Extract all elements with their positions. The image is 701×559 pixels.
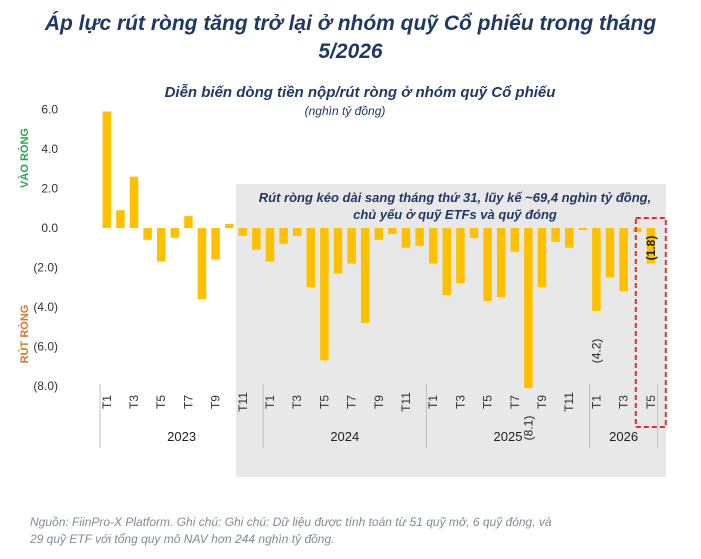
bar-chart: 6.04.02.00.0(2.0)(4.0)(6.0)(8.0) T1 T3 T5 T…	[33, 103, 667, 477]
page-title: Áp lực rút ròng tăng trở lại ở nhóm quỹ …	[0, 10, 701, 66]
y-tick-label: (4.0)	[33, 300, 58, 314]
bar	[238, 228, 248, 236]
x-tick-label: T5	[154, 395, 168, 409]
bar	[279, 228, 288, 244]
bar	[292, 228, 302, 236]
bar	[564, 228, 574, 248]
x-tick-label: T3	[290, 395, 304, 409]
x-tick-label: T5	[644, 395, 658, 409]
chart-title: Diễn biến dòng tiền nộp/rút ròng ở nhóm …	[164, 84, 556, 101]
bar	[102, 111, 112, 228]
bar	[401, 228, 411, 248]
x-tick-label: T9	[535, 395, 549, 409]
bar	[442, 228, 452, 296]
footer-note: Nguồn: FiinPro-X Platform. Ghi chú: Ghi …	[30, 514, 670, 548]
x-tick-label: T9	[209, 395, 223, 409]
x-tick-label: T5	[481, 395, 495, 409]
bar	[197, 228, 207, 300]
y-tick-label: 2.0	[41, 182, 58, 196]
annotation-line-1: Rút ròng kéo dài sang tháng thứ 31, lũy …	[259, 190, 651, 205]
y-tick-label: 6.0	[41, 103, 58, 117]
data-label: (8.1)	[521, 416, 535, 441]
annotation-line-2: chủ yếu ở quỹ ETFs và quỹ đóng	[353, 207, 557, 222]
footer-line-1: Nguồn: FiinPro-X Platform. Ghi chú: Ghi …	[30, 515, 552, 529]
bar	[646, 228, 656, 264]
x-tick-label: T7	[181, 395, 195, 409]
bar	[469, 228, 479, 238]
x-tick-label: T11	[562, 392, 576, 412]
year-label: 2025	[494, 429, 523, 444]
data-label: (1.8)	[644, 236, 658, 261]
bar	[428, 228, 438, 264]
bar	[211, 228, 220, 260]
x-tick-label: T1	[426, 395, 440, 409]
bar	[170, 228, 180, 238]
bar	[388, 228, 397, 234]
x-tick-label: T9	[372, 395, 386, 409]
y-tick-label: (6.0)	[33, 340, 58, 354]
x-tick-label: T3	[127, 395, 141, 409]
bar	[116, 210, 125, 228]
bar	[360, 228, 370, 323]
bar	[605, 228, 615, 278]
bar	[524, 228, 533, 388]
bar	[496, 228, 506, 298]
bar	[333, 228, 343, 274]
x-tick-label: T11	[399, 392, 413, 412]
bar	[632, 228, 642, 232]
data-labels: (8.1) (4.2) (1.8)	[521, 236, 657, 441]
bars-group	[102, 111, 656, 388]
bar	[184, 216, 193, 228]
y-tick-label: 0.0	[41, 221, 58, 235]
x-tick-label: T3	[453, 395, 467, 409]
bar	[374, 228, 384, 240]
title-line-1: Áp lực rút ròng tăng trở lại ở nhóm quỹ …	[44, 12, 657, 35]
bar	[143, 228, 152, 240]
data-label: (4.2)	[589, 339, 603, 364]
bar	[510, 228, 520, 252]
bar	[320, 228, 329, 361]
y-axis: 6.0 4.0 2.0 0.0 (2.0) (4.0) (6.0) (8.0)	[33, 103, 58, 394]
footer-line-2: 29 quỹ ETF với tổng quy mô NAV hơn 244 n…	[30, 532, 335, 546]
y-tick-label: (8.0)	[33, 379, 58, 393]
bar	[129, 176, 139, 228]
bar	[306, 228, 316, 288]
x-tick-label: T3	[617, 395, 631, 409]
x-tick-label: T5	[317, 395, 331, 409]
bar	[537, 228, 547, 288]
y-tick-label: (2.0)	[33, 261, 58, 275]
y-tick-label: 4.0	[41, 142, 58, 156]
x-tick-label: T1	[263, 395, 277, 409]
year-label: 2024	[330, 429, 359, 444]
bar	[578, 228, 588, 230]
bar	[415, 228, 424, 246]
bar	[551, 228, 560, 242]
x-tick-label: T1	[100, 395, 114, 409]
x-tick-label: T1	[589, 395, 603, 409]
x-tick-label: T7	[508, 395, 522, 409]
x-tick-label: T11	[236, 392, 250, 412]
title-line-2: 5/2026	[318, 40, 383, 63]
bar	[347, 228, 356, 264]
bar	[456, 228, 465, 284]
bar	[265, 228, 275, 262]
shaded-period-background	[236, 184, 666, 477]
year-label: 2026	[609, 429, 638, 444]
bar	[252, 228, 261, 250]
year-label: 2023	[167, 429, 196, 444]
x-tick-label: T7	[345, 395, 359, 409]
chart-unit: (nghìn tỷ đồng)	[304, 104, 386, 118]
bar	[224, 224, 234, 228]
bar	[619, 228, 628, 292]
x-axis: T1 T3 T5 T7 T9 T11 T1 T3 T5 T7 T9 T11 T1 T3 T5 T7 T9 T11 T…	[99, 384, 659, 448]
bar	[483, 228, 492, 302]
bar	[156, 228, 166, 262]
bar	[592, 228, 601, 311]
